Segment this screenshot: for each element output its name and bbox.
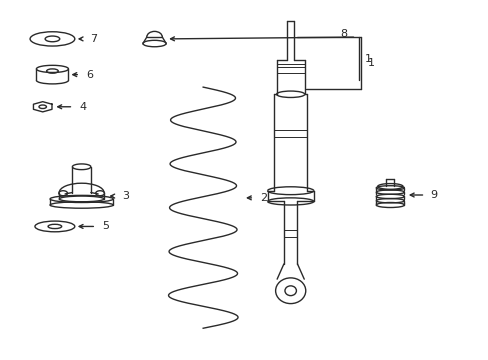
Text: 7: 7 xyxy=(90,34,97,44)
Text: 4: 4 xyxy=(79,102,86,112)
Text: 2: 2 xyxy=(260,193,266,203)
Text: 5: 5 xyxy=(102,221,109,231)
Text: 8: 8 xyxy=(340,29,346,39)
Text: 6: 6 xyxy=(86,69,93,80)
Text: 9: 9 xyxy=(430,190,437,200)
Text: 1: 1 xyxy=(364,54,371,64)
Text: 3: 3 xyxy=(122,191,129,201)
Text: 1: 1 xyxy=(367,58,374,68)
